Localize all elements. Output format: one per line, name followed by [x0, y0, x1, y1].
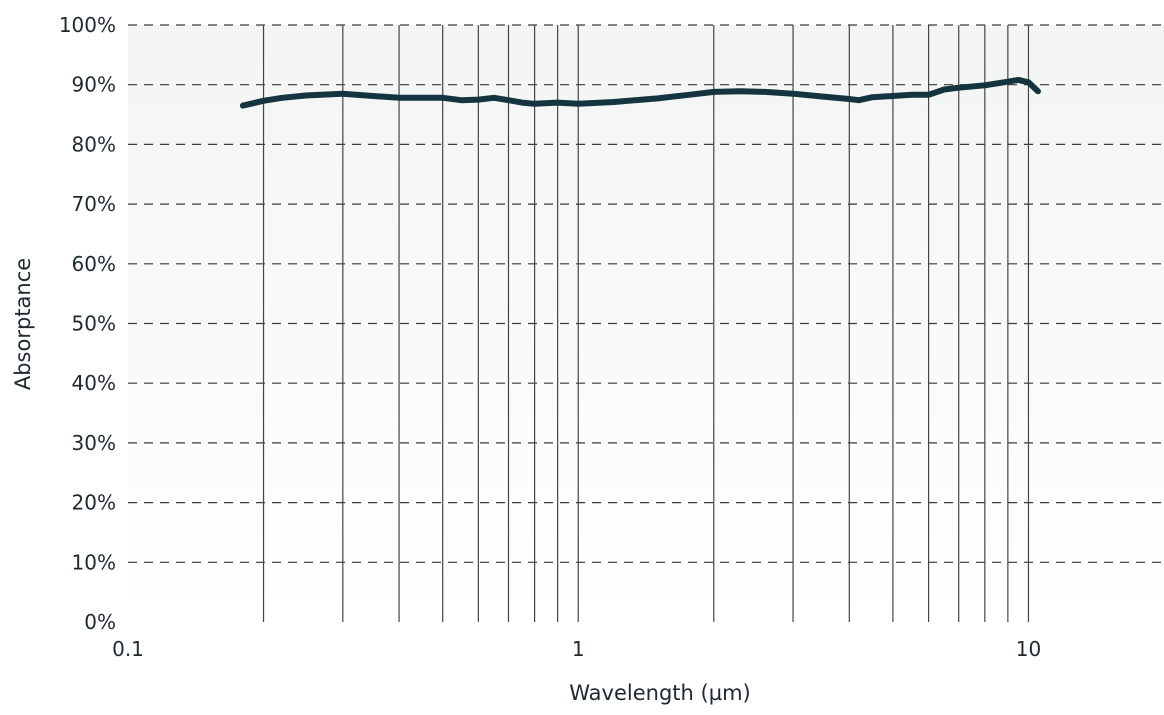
- y-tick-label: 40%: [72, 371, 116, 395]
- x-tick-label: 0.1: [112, 637, 144, 661]
- x-gridlines: [262, 25, 1030, 622]
- x-tick-labels: 0.1 1 10: [112, 637, 1041, 661]
- y-tick-label: 0%: [84, 610, 116, 634]
- x-axis-title: Wavelength (µm): [569, 681, 750, 705]
- series-line: [239, 76, 1041, 109]
- y-gridlines: [128, 24, 1164, 563]
- x-tick-label: 10: [1016, 637, 1041, 661]
- y-tick-label: 90%: [72, 73, 116, 97]
- y-tick-label: 60%: [72, 252, 116, 276]
- y-tick-label: 70%: [72, 192, 116, 216]
- y-tick-label: 80%: [72, 132, 116, 156]
- x-tick-label: 1: [572, 637, 585, 661]
- series-layer: [239, 76, 1041, 109]
- y-axis-title: Absorptance: [11, 258, 35, 390]
- y-tick-label: 10%: [72, 550, 116, 574]
- y-tick-labels: 0% 10% 20% 30% 40% 50% 60% 70% 80% 90% 100%: [59, 13, 116, 634]
- y-tick-label: 30%: [72, 431, 116, 455]
- y-tick-label: 20%: [72, 491, 116, 515]
- y-tick-label: 100%: [59, 13, 116, 37]
- y-tick-label: 50%: [72, 312, 116, 336]
